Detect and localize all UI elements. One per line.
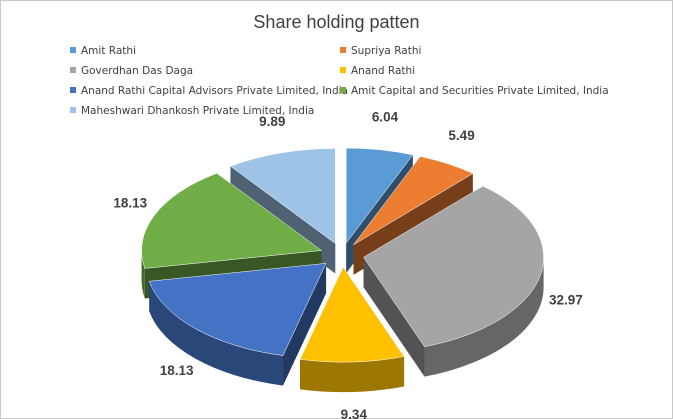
legend-label: Anand Rathi: [351, 65, 416, 77]
data-label: 32.97: [549, 293, 583, 308]
legend-label: Maheshwari Dhankosh Private Limited, Ind…: [81, 105, 315, 117]
pie-slice: [141, 172, 323, 269]
data-label: 9.34: [341, 407, 368, 419]
pie-slice: [148, 263, 327, 356]
legend-label: Goverdhan Das Daga: [81, 65, 194, 77]
data-label: 9.89: [259, 114, 285, 129]
legend-label: Amit Rathi: [81, 45, 136, 57]
legend-swatch: [70, 107, 76, 113]
legend-swatch: [340, 67, 346, 73]
pie-slice-rim: [149, 281, 283, 386]
legend-swatch: [70, 67, 76, 73]
legend-item: Maheshwari Dhankosh Private Limited, Ind…: [70, 102, 314, 120]
legend-item: Amit Capital and Securities Private Limi…: [340, 82, 609, 100]
data-label: 18.13: [160, 363, 194, 378]
legend-label: Anand Rathi Capital Advisors Private Lim…: [81, 85, 348, 97]
legend-swatch: [70, 47, 76, 53]
legend-item: Anand Rathi: [340, 62, 415, 80]
pie-slice: [363, 185, 544, 347]
legend-item: Amit Rathi: [70, 42, 136, 60]
pie-slice-rim: [300, 356, 405, 393]
pie-slice-rim: [424, 257, 544, 377]
legend-swatch: [340, 87, 346, 93]
data-label: 6.04: [372, 110, 399, 125]
data-label: 5.49: [448, 128, 474, 143]
legend-item: Supriya Rathi: [340, 42, 421, 60]
data-label: 18.13: [113, 196, 147, 211]
pie-slice: [229, 148, 336, 244]
legend-swatch: [70, 87, 76, 93]
legend-item: Goverdhan Das Daga: [70, 62, 193, 80]
legend-label: Supriya Rathi: [351, 45, 422, 57]
legend-item: Anand Rathi Capital Advisors Private Lim…: [70, 82, 348, 100]
chart-title: Share holding patten: [253, 12, 420, 32]
legend-swatch: [340, 47, 346, 53]
pie-slice-side: [363, 257, 425, 377]
pie-slice-rim: [141, 250, 145, 299]
pie-slice: [345, 147, 414, 244]
pie-slice: [353, 156, 474, 245]
pie-slice: [299, 266, 405, 363]
legend-label: Amit Capital and Securities Private Limi…: [351, 85, 609, 97]
